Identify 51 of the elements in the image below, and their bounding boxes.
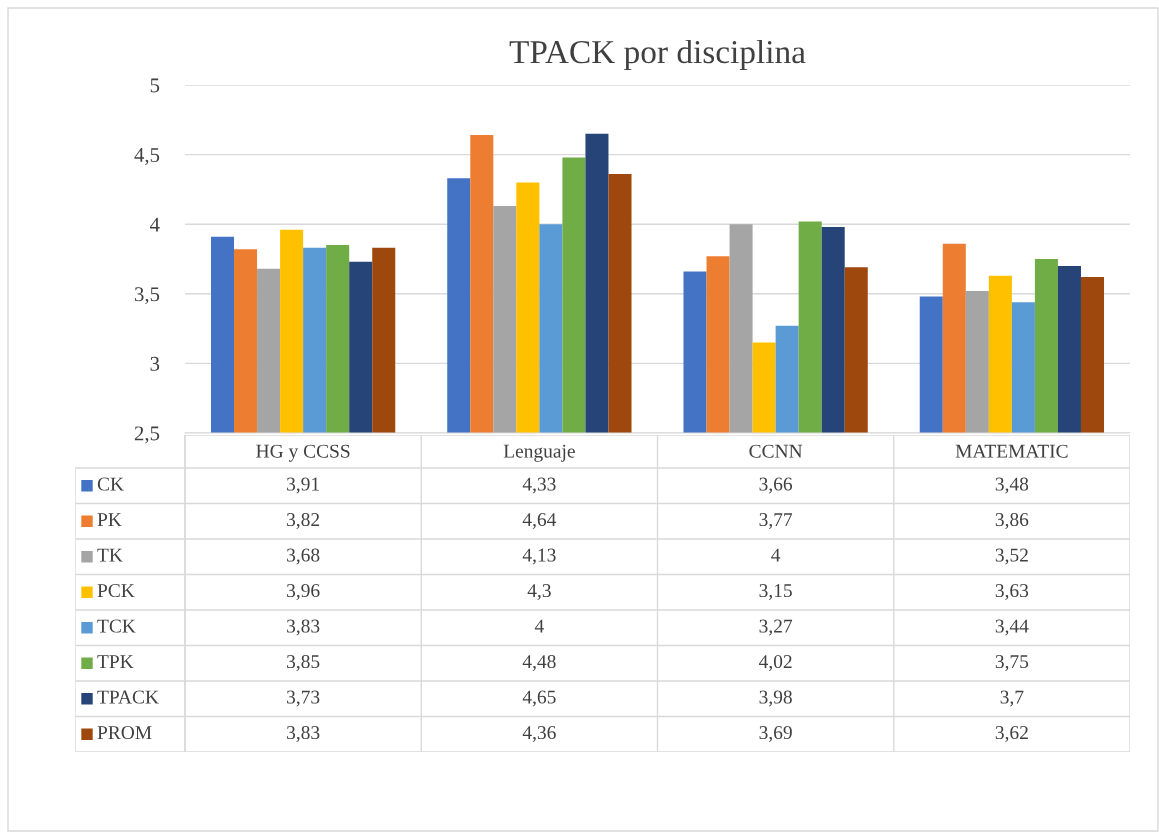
data-label: 3,62 [995, 726, 1028, 742]
data-label: 3,75 [995, 655, 1029, 671]
data-label: 3,44 [995, 619, 1029, 636]
data-label: 3,27 [759, 619, 793, 636]
data-label: 3,63 [995, 584, 1029, 600]
data-label: 3,82 [287, 513, 320, 529]
data-label: 3,98 [759, 690, 792, 707]
legend-label: TCK [97, 619, 136, 633]
x-tick-label: MATEMATIC [955, 444, 1068, 458]
data-label: 4 [771, 548, 781, 562]
data-label: 4,36 [522, 726, 556, 742]
y-tick-label: 2,5 [134, 426, 160, 444]
data-label: 3,96 [287, 584, 320, 600]
data-label: 3,73 [287, 690, 320, 707]
legend-label: CK [97, 477, 124, 491]
data-label: 3,69 [759, 726, 792, 742]
y-tick-label: 3 [150, 356, 160, 371]
legend-label: TPACK [97, 690, 159, 704]
data-label: 4,33 [522, 477, 556, 494]
data-label: 3,83 [287, 619, 320, 636]
data-label: 4,64 [522, 513, 557, 529]
data-label: 3,83 [287, 726, 320, 742]
y-tick-label: 3,5 [134, 287, 160, 305]
data-label: 4,65 [522, 690, 556, 707]
legend-label: PCK [97, 584, 135, 598]
data-label: 4 [534, 619, 544, 633]
data-label: 4,13 [522, 548, 556, 565]
data-label: 3,52 [995, 548, 1028, 565]
legend-label: TK [97, 548, 123, 562]
legend-label: PK [97, 513, 122, 526]
x-tick-label: Lenguaje [503, 444, 575, 462]
y-tick-label: 4,5 [134, 148, 160, 166]
data-label: 4,48 [522, 655, 556, 671]
data-label: 3,91 [287, 477, 319, 494]
y-tick-label: 4 [149, 217, 160, 232]
x-tick-label: HG y CCSS [256, 444, 350, 462]
data-label: 3,85 [287, 655, 320, 671]
data-label: 3,86 [995, 513, 1029, 529]
chart-title: TPACK por disciplina [509, 39, 806, 71]
legend-label: TPK [97, 655, 134, 668]
legend-label: PROM [97, 726, 152, 740]
data-label: 3,68 [287, 548, 320, 565]
data-label: 4,02 [758, 655, 792, 671]
data-label: 3,15 [759, 584, 792, 600]
y-tick-label: 5 [150, 78, 160, 93]
data-label: 3,77 [759, 513, 793, 529]
x-tick-label: CCNN [749, 444, 803, 458]
data-label: 3,48 [995, 477, 1029, 494]
data-label: 4,3 [527, 584, 551, 600]
data-label: 3,7 [1000, 690, 1024, 707]
data-label: 3,66 [759, 477, 793, 494]
